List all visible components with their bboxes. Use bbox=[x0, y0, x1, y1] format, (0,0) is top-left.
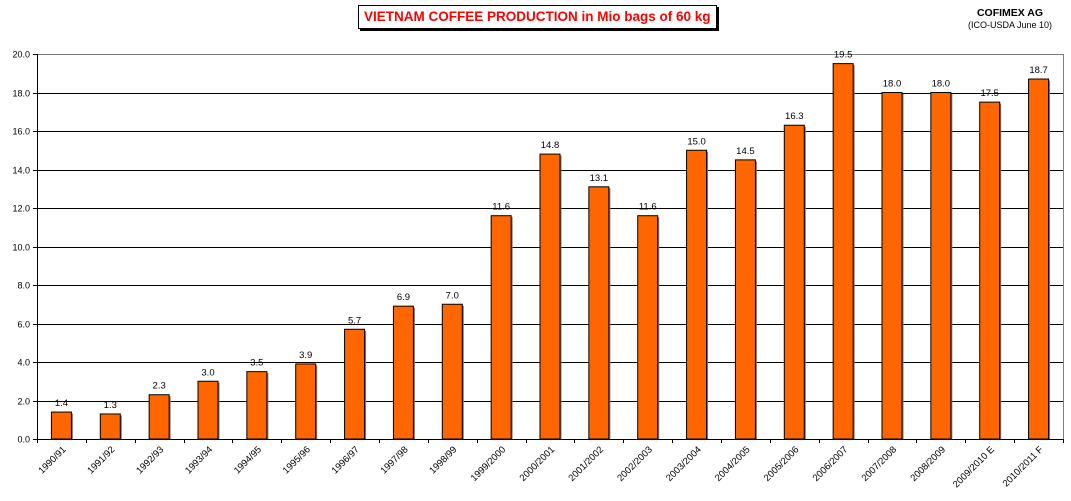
x-tick-label: 2009/2010 E bbox=[951, 444, 997, 490]
bar bbox=[99, 413, 121, 440]
data-label: 3.9 bbox=[299, 350, 312, 361]
x-tick-label: 2002/2003 bbox=[615, 444, 655, 484]
data-label: 18.0 bbox=[932, 79, 951, 90]
data-label: 18.0 bbox=[883, 79, 902, 90]
x-tick-label: 2005/2006 bbox=[762, 444, 802, 484]
data-label: 7.0 bbox=[446, 290, 459, 301]
x-tick-label: 1996/97 bbox=[330, 444, 362, 476]
y-axis-ticks: 0.0 2.0 4.0 6.0 8.0 10.0 12.0 14.0 16.0 18.0 20.0 bbox=[12, 50, 37, 445]
source-note: (ICO-USDA June 10) bbox=[967, 20, 1053, 30]
bar bbox=[1028, 78, 1050, 440]
bar bbox=[783, 124, 805, 440]
data-label: 19.5 bbox=[834, 50, 853, 61]
bar bbox=[344, 328, 366, 440]
data-label: 14.8 bbox=[541, 140, 560, 151]
x-tick-label: 2008/2009 bbox=[908, 444, 948, 484]
data-label: 16.3 bbox=[785, 111, 804, 122]
x-tick-label: 1995/96 bbox=[281, 444, 313, 476]
data-label: 17.5 bbox=[980, 88, 999, 99]
x-axis-ticks: 1990/91 1991/92 1992/93 1993/94 1994/95 1995/… bbox=[36, 439, 1064, 490]
bar bbox=[686, 149, 708, 440]
y-tick-label: 2.0 bbox=[17, 397, 30, 407]
x-tick-label: 1999/2000 bbox=[469, 444, 509, 484]
bar bbox=[832, 63, 854, 440]
y-tick-label: 6.0 bbox=[17, 320, 30, 330]
x-tick-label: 1990/91 bbox=[36, 444, 68, 476]
data-label: 6.9 bbox=[397, 292, 410, 303]
y-tick-label: 12.0 bbox=[12, 204, 30, 214]
data-labels: 1.4 1.3 2.3 3.0 3.5 3.9 5.7 6.9 7.0 11.6 14.8 13.1 1… bbox=[55, 50, 1048, 411]
bar bbox=[637, 215, 659, 440]
source-attribution: COFIMEX AG (ICO-USDA June 10) bbox=[955, 7, 1065, 30]
y-tick-label: 16.0 bbox=[12, 127, 30, 137]
y-tick-label: 4.0 bbox=[17, 358, 30, 368]
x-tick-label: 1994/95 bbox=[232, 444, 264, 476]
y-tick-label: 14.0 bbox=[12, 166, 30, 176]
data-label: 1.4 bbox=[55, 398, 68, 409]
bar bbox=[588, 186, 610, 440]
x-tick-label: 2010/2011 F bbox=[1001, 444, 1046, 489]
x-tick-label: 2006/2007 bbox=[811, 444, 851, 484]
x-tick-label: 1997/98 bbox=[378, 444, 410, 476]
data-label: 15.0 bbox=[687, 136, 706, 147]
x-tick-label: 2004/2005 bbox=[713, 444, 753, 484]
x-tick-label: 2000/2001 bbox=[518, 444, 558, 484]
data-label: 11.6 bbox=[639, 202, 657, 213]
bar bbox=[246, 371, 268, 440]
x-tick-label: 1998/99 bbox=[427, 444, 459, 476]
x-tick-label: 2007/2008 bbox=[860, 444, 900, 484]
bar bbox=[979, 101, 1001, 440]
source-name: COFIMEX AG bbox=[976, 7, 1044, 19]
data-label: 3.0 bbox=[201, 367, 214, 378]
bar bbox=[930, 92, 952, 440]
bars bbox=[50, 63, 1051, 440]
data-label: 1.3 bbox=[104, 400, 117, 411]
data-label: 11.6 bbox=[492, 202, 510, 213]
data-label: 14.5 bbox=[736, 146, 755, 157]
data-label: 3.5 bbox=[250, 358, 263, 369]
x-tick-label: 1991/92 bbox=[85, 444, 117, 476]
x-tick-label: 2001/2002 bbox=[566, 444, 606, 484]
bar bbox=[490, 215, 512, 440]
bar bbox=[295, 363, 317, 440]
x-tick-label: 2003/2004 bbox=[664, 444, 704, 484]
data-label: 5.7 bbox=[348, 315, 361, 326]
bar bbox=[197, 380, 219, 440]
x-tick-label: 1993/94 bbox=[183, 444, 215, 476]
data-label: 13.1 bbox=[590, 173, 609, 184]
axes bbox=[37, 54, 1064, 440]
y-tick-label: 8.0 bbox=[17, 281, 30, 291]
bar bbox=[539, 153, 561, 440]
bar bbox=[50, 411, 72, 440]
y-tick-label: 10.0 bbox=[12, 243, 30, 253]
y-tick-label: 18.0 bbox=[12, 89, 30, 99]
data-label: 2.3 bbox=[153, 381, 166, 392]
chart-title: VIETNAM COFFEE PRODUCTION in Mio bags of… bbox=[358, 5, 717, 29]
data-label: 18.7 bbox=[1029, 65, 1048, 76]
y-tick-label: 20.0 bbox=[12, 50, 30, 60]
x-tick-label: 1992/93 bbox=[134, 444, 166, 476]
bar bbox=[881, 92, 903, 440]
y-tick-label: 0.0 bbox=[17, 435, 30, 445]
bar bbox=[734, 159, 756, 440]
bar bbox=[148, 394, 170, 440]
bar bbox=[392, 305, 414, 440]
bar bbox=[441, 303, 463, 440]
